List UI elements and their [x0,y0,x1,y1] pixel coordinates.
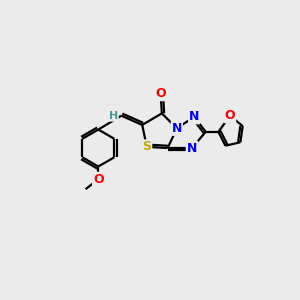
Text: N: N [187,142,197,154]
Text: S: S [142,140,151,153]
Text: O: O [93,173,104,186]
Text: O: O [155,87,166,100]
Text: N: N [172,122,182,135]
Text: N: N [189,110,200,123]
Text: H: H [109,111,118,121]
Text: O: O [225,109,235,122]
